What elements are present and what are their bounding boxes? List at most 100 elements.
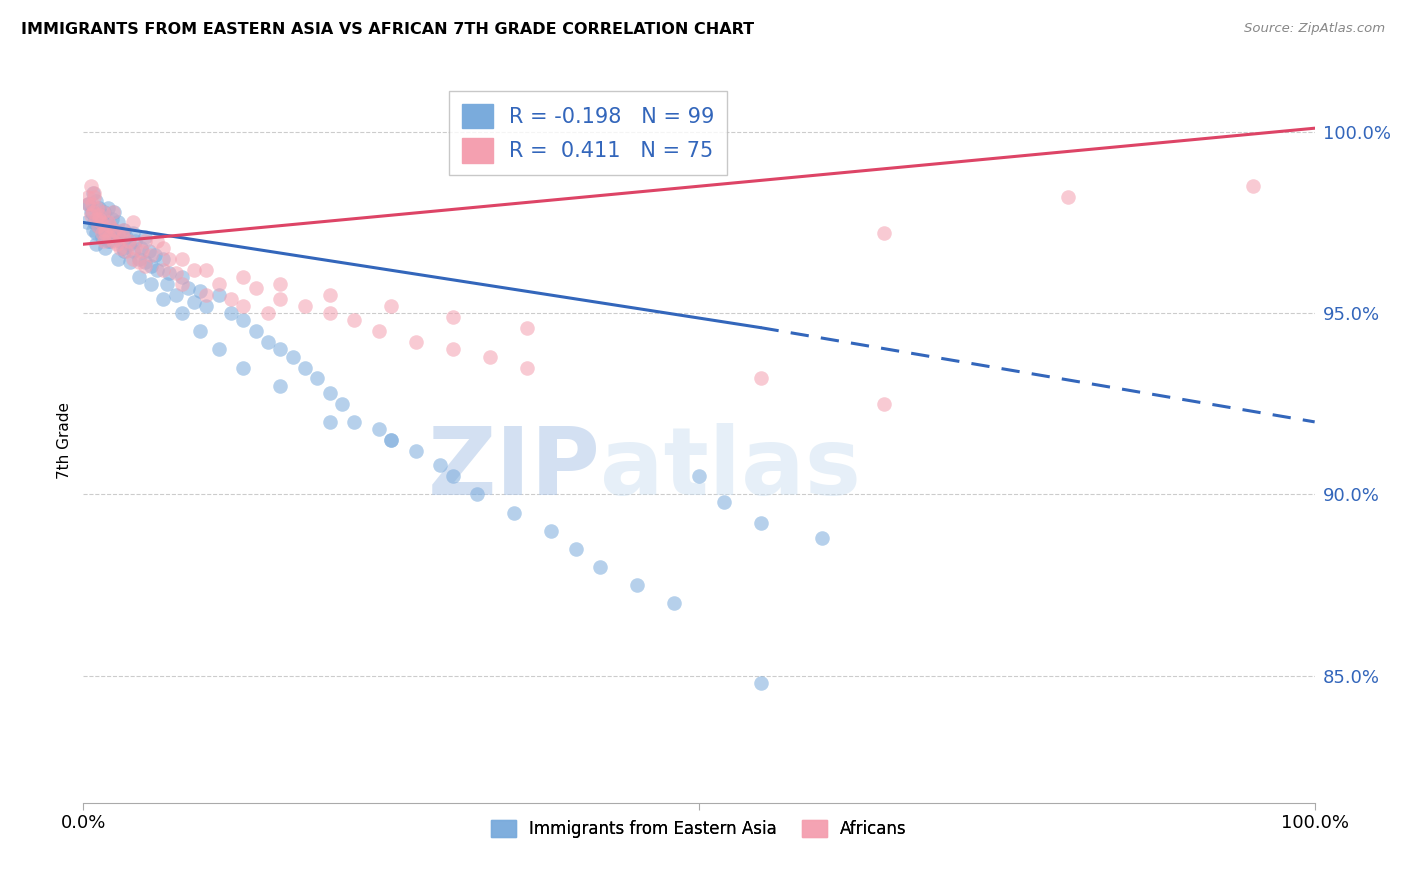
Point <box>170 306 193 320</box>
Point <box>134 230 156 244</box>
Point <box>121 227 143 241</box>
Point <box>318 306 340 320</box>
Point <box>107 215 129 229</box>
Point <box>89 211 111 226</box>
Point <box>405 335 427 350</box>
Point <box>91 223 114 237</box>
Point <box>232 313 254 327</box>
Point <box>429 458 451 473</box>
Point <box>76 215 98 229</box>
Point <box>307 371 329 385</box>
Point <box>441 310 464 324</box>
Point <box>367 324 389 338</box>
Point <box>269 343 291 357</box>
Point <box>330 397 353 411</box>
Point <box>107 252 129 266</box>
Point <box>134 234 156 248</box>
Point <box>343 415 366 429</box>
Point <box>232 269 254 284</box>
Point <box>94 227 117 241</box>
Point <box>269 292 291 306</box>
Point <box>97 234 120 248</box>
Point <box>208 277 231 292</box>
Point <box>100 227 122 241</box>
Point <box>79 204 101 219</box>
Point <box>118 237 141 252</box>
Point <box>749 371 772 385</box>
Point <box>170 277 193 292</box>
Point <box>128 255 150 269</box>
Point <box>86 201 108 215</box>
Point <box>478 350 501 364</box>
Point <box>269 277 291 292</box>
Point <box>749 676 772 690</box>
Point <box>195 288 218 302</box>
Point <box>83 215 105 229</box>
Point <box>110 241 132 255</box>
Point <box>121 244 143 259</box>
Point <box>188 285 211 299</box>
Point <box>94 241 117 255</box>
Point <box>294 360 316 375</box>
Point <box>245 324 267 338</box>
Point <box>367 422 389 436</box>
Point <box>540 524 562 538</box>
Point <box>441 469 464 483</box>
Point <box>103 223 125 237</box>
Point <box>405 443 427 458</box>
Point <box>121 215 143 229</box>
Point <box>188 324 211 338</box>
Point <box>318 288 340 302</box>
Point <box>112 223 135 237</box>
Point <box>84 194 107 208</box>
Point <box>96 215 118 229</box>
Point <box>94 223 117 237</box>
Point <box>208 288 231 302</box>
Point <box>195 299 218 313</box>
Point <box>811 531 834 545</box>
Point <box>124 241 146 255</box>
Point <box>219 306 242 320</box>
Point <box>101 204 124 219</box>
Point <box>82 204 104 219</box>
Point <box>101 234 124 248</box>
Point <box>89 201 111 215</box>
Point <box>79 197 101 211</box>
Point <box>90 219 112 233</box>
Point <box>89 208 111 222</box>
Point <box>159 266 181 280</box>
Point <box>111 223 134 237</box>
Point <box>82 223 104 237</box>
Point <box>281 350 304 364</box>
Point <box>83 186 105 201</box>
Point <box>98 219 121 233</box>
Point <box>87 219 110 233</box>
Y-axis label: 7th Grade: 7th Grade <box>58 401 72 478</box>
Point <box>90 227 112 241</box>
Point <box>219 292 242 306</box>
Point <box>129 241 152 255</box>
Point <box>84 237 107 252</box>
Point <box>77 197 100 211</box>
Text: ZIP: ZIP <box>427 423 600 515</box>
Point <box>257 335 280 350</box>
Point <box>380 299 402 313</box>
Point <box>115 244 138 259</box>
Point <box>87 211 110 226</box>
Point <box>380 433 402 447</box>
Point <box>84 227 107 241</box>
Point <box>134 255 156 269</box>
Point <box>183 295 205 310</box>
Point <box>143 248 166 262</box>
Point <box>139 248 162 262</box>
Point <box>77 190 100 204</box>
Point <box>115 230 138 244</box>
Point <box>110 227 132 241</box>
Point <box>80 204 103 219</box>
Point <box>79 208 101 222</box>
Point <box>90 208 112 222</box>
Point <box>441 343 464 357</box>
Point <box>183 262 205 277</box>
Point <box>82 186 104 201</box>
Point <box>165 266 187 280</box>
